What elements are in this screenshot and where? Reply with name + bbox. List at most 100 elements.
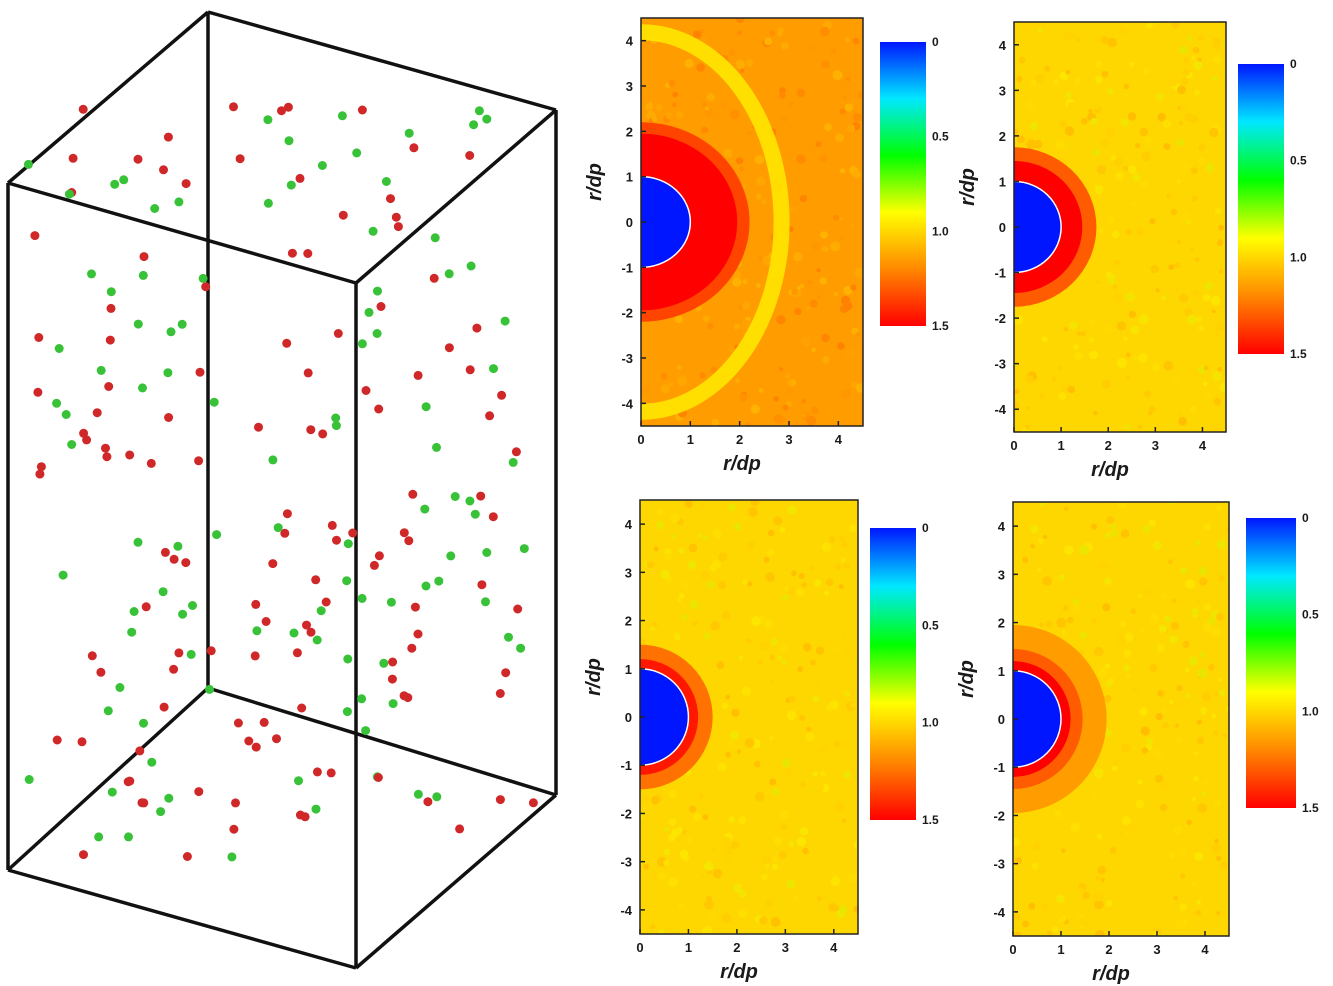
particle-red: [327, 520, 337, 530]
x-tick-label: 3: [785, 432, 792, 447]
noise-speck: [1178, 848, 1187, 857]
noise-speck: [1176, 412, 1182, 417]
noise-speck: [1110, 523, 1117, 529]
noise-speck: [852, 37, 860, 45]
noise-speck: [1141, 151, 1151, 162]
noise-speck: [757, 659, 764, 666]
particle-green: [205, 684, 214, 694]
particle-red: [338, 210, 348, 220]
noise-speck: [791, 206, 798, 214]
noise-speck: [692, 602, 698, 609]
noise-speck: [1177, 139, 1184, 146]
noise-speck: [784, 373, 791, 379]
noise-speck: [1092, 794, 1097, 800]
noise-speck: [841, 81, 846, 86]
noise-speck: [1061, 382, 1071, 392]
noise-speck: [1067, 102, 1077, 112]
noise-speck: [1171, 82, 1181, 91]
noise-speck: [1132, 354, 1139, 361]
noise-speck: [1138, 353, 1148, 363]
particle-green: [106, 287, 116, 297]
noise-speck: [1134, 142, 1141, 149]
noise-speck: [719, 299, 727, 306]
noise-speck: [1182, 640, 1190, 649]
colorbar-tick-label: 1.0: [1290, 250, 1307, 264]
noise-speck: [723, 148, 733, 158]
particle-green: [286, 180, 296, 190]
noise-speck: [1144, 587, 1154, 598]
noise-speck: [1163, 360, 1174, 371]
noise-speck: [728, 503, 736, 512]
noise-speck: [1200, 706, 1208, 714]
noise-speck: [679, 849, 689, 859]
noise-speck: [684, 59, 694, 69]
particle-green: [337, 111, 347, 121]
particle-green: [342, 707, 352, 717]
noise-speck: [767, 529, 775, 537]
noise-speck: [704, 861, 714, 871]
noise-speck: [1058, 392, 1067, 401]
noise-speck: [1056, 894, 1065, 904]
particle-green: [294, 776, 303, 786]
noise-speck: [1067, 385, 1076, 394]
noise-speck: [685, 836, 693, 844]
noise-speck: [1117, 502, 1127, 509]
y-tick-label: 0: [999, 220, 1006, 235]
noise-speck: [779, 416, 787, 423]
noise-speck: [841, 818, 846, 823]
noise-speck: [1082, 542, 1093, 552]
noise-speck: [1213, 43, 1220, 50]
x-tick-label: 4: [1201, 942, 1209, 957]
particle-green: [139, 718, 148, 728]
noise-speck: [1149, 218, 1156, 225]
particle-red: [68, 153, 78, 163]
noise-speck: [1122, 816, 1131, 826]
noise-speck: [759, 916, 768, 925]
x-tick-label: 4: [835, 432, 843, 447]
noise-speck: [811, 347, 816, 352]
noise-speck: [1050, 46, 1057, 53]
noise-speck: [1102, 603, 1111, 612]
colorbar: [1246, 518, 1296, 808]
particle-red: [513, 604, 523, 614]
particle-green: [317, 161, 327, 170]
noise-speck: [842, 95, 847, 100]
particle-green: [212, 530, 222, 540]
box-edge: [6, 686, 210, 872]
box-edge: [354, 793, 558, 970]
noise-speck: [1150, 264, 1160, 274]
noise-speck: [1177, 106, 1183, 111]
noise-speck: [1168, 264, 1175, 271]
noise-speck: [780, 42, 789, 50]
noise-speck: [1081, 117, 1088, 125]
particle-green: [434, 576, 444, 586]
noise-speck: [787, 150, 795, 158]
noise-speck: [737, 30, 742, 35]
noise-speck: [1026, 139, 1037, 150]
noise-speck: [728, 816, 735, 823]
noise-speck: [797, 666, 804, 673]
noise-speck: [665, 82, 671, 88]
noise-speck: [1073, 598, 1080, 606]
noise-speck: [829, 700, 839, 710]
noise-speck: [1161, 295, 1166, 301]
noise-speck: [773, 837, 782, 846]
noise-speck: [740, 391, 748, 398]
noise-speck: [839, 235, 844, 240]
particle-green: [343, 539, 353, 549]
noise-speck: [1127, 625, 1133, 631]
particle-red: [528, 798, 538, 808]
noise-speck: [1013, 913, 1021, 921]
noise-speck: [836, 291, 843, 298]
noise-speck: [761, 199, 767, 205]
noise-speck: [839, 99, 844, 105]
noise-speck: [1014, 389, 1020, 394]
noise-speck: [1151, 362, 1161, 372]
noise-speck: [1100, 35, 1109, 45]
noise-speck: [1108, 531, 1113, 536]
noise-speck: [1089, 350, 1098, 360]
noise-speck: [773, 516, 783, 526]
x-tick-label: 3: [1153, 942, 1160, 957]
noise-speck: [793, 895, 798, 901]
noise-speck: [1127, 112, 1137, 121]
